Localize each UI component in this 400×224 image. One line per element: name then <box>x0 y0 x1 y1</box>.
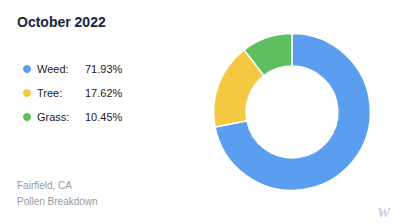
svg-text:Grass:: Grass: <box>37 111 69 123</box>
svg-text:Fairfield, CA: Fairfield, CA <box>17 180 72 191</box>
svg-text:Tree:: Tree: <box>37 87 62 99</box>
svg-text:17.62%: 17.62% <box>85 87 123 99</box>
svg-text:w: w <box>378 201 391 221</box>
svg-text:71.93%: 71.93% <box>85 63 123 75</box>
svg-text:Weed:: Weed: <box>37 63 69 75</box>
svg-text:Pollen Breakdown: Pollen Breakdown <box>17 196 98 207</box>
svg-text:October 2022: October 2022 <box>17 14 106 30</box>
svg-text:10.45%: 10.45% <box>85 111 123 123</box>
